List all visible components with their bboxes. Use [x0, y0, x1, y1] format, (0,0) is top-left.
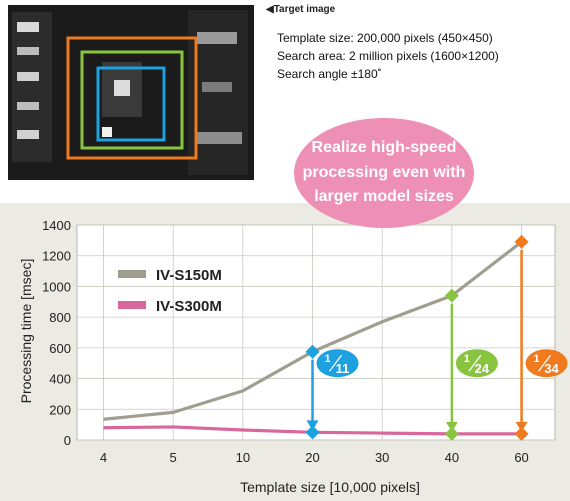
pcb-component — [17, 22, 39, 32]
spec-search-area: Search area: 2 million pixels (1600×1200… — [277, 49, 499, 63]
speedup-denominator: 11 — [336, 361, 350, 376]
y-tick-label: 200 — [49, 402, 71, 417]
bubble-line: processing even with — [302, 163, 466, 181]
speedup-numerator: 1 — [533, 353, 539, 365]
y-tick-label: 600 — [49, 341, 71, 356]
pcb-component — [202, 82, 232, 92]
speedup-badge — [525, 349, 568, 378]
data-point-marker — [305, 344, 320, 359]
bubble-line: Realize high-speed — [311, 138, 457, 156]
speedup-denominator: 34 — [544, 361, 559, 376]
search-box-orange — [66, 36, 198, 160]
legend-label: IV-S300M — [156, 298, 222, 315]
speedup-arrowhead — [306, 420, 319, 431]
fraction-slash — [328, 354, 343, 372]
legend-label: IV-S150M — [156, 267, 222, 284]
search-box-blue — [96, 66, 166, 142]
x-axis-label: Template size [10,000 pixels] — [240, 479, 420, 495]
fraction-slash — [468, 354, 482, 372]
bubble-line: larger model sizes — [314, 188, 454, 206]
x-tick-label: 10 — [236, 450, 250, 465]
speedup-numerator: 1 — [324, 353, 330, 365]
spec-search-angle: Search angle ±180˚ — [277, 67, 382, 81]
y-tick-label: 400 — [49, 372, 71, 387]
pcb-component — [17, 47, 39, 55]
highlight-bubble: Realize high-speed processing even with … — [294, 118, 474, 228]
x-tick-label: 60 — [514, 450, 528, 465]
y-axis-label: Processing time [msec] — [18, 259, 34, 404]
pcb-chip — [114, 80, 130, 96]
x-tick-label: 5 — [170, 450, 177, 465]
y-tick-label: 800 — [49, 310, 71, 325]
data-point-marker — [444, 426, 459, 441]
data-point-marker — [514, 426, 529, 441]
target-image — [2, 2, 260, 185]
speedup-numerator: 1 — [464, 353, 470, 365]
pcb-component — [102, 127, 112, 137]
pcb-component — [17, 72, 39, 81]
pcb-component — [197, 32, 237, 44]
x-tick-label: 4 — [100, 450, 107, 465]
fraction-slash — [538, 354, 552, 372]
spec-template-size: Template size: 200,000 pixels (450×450) — [277, 31, 493, 45]
pcb-component — [17, 102, 39, 110]
target-image-caption: ◀Target image — [266, 4, 336, 15]
pcb-component — [197, 132, 242, 144]
data-point-marker — [305, 425, 320, 440]
speedup-badge — [455, 349, 498, 378]
x-tick-label: 40 — [445, 450, 459, 465]
speedup-badge — [316, 349, 359, 378]
speedup-denominator: 24 — [475, 361, 490, 376]
y-tick-label: 1200 — [42, 249, 71, 264]
processing-time-chart: 0 200 400 600 800 1000 1200 1400 4 5 10 20 30 40 60 1… — [0, 203, 570, 501]
search-box-green — [80, 50, 184, 150]
x-tick-label: 20 — [305, 450, 319, 465]
y-tick-label: 0 — [64, 433, 71, 448]
x-tick-label: 30 — [375, 450, 389, 465]
pcb-component — [17, 130, 39, 139]
data-point-marker — [444, 288, 459, 303]
y-tick-label: 1400 — [42, 218, 71, 233]
plot-area — [76, 224, 556, 441]
data-point-marker — [514, 234, 529, 249]
y-tick-label: 1000 — [42, 279, 71, 294]
pcb-left-connector — [12, 12, 52, 162]
